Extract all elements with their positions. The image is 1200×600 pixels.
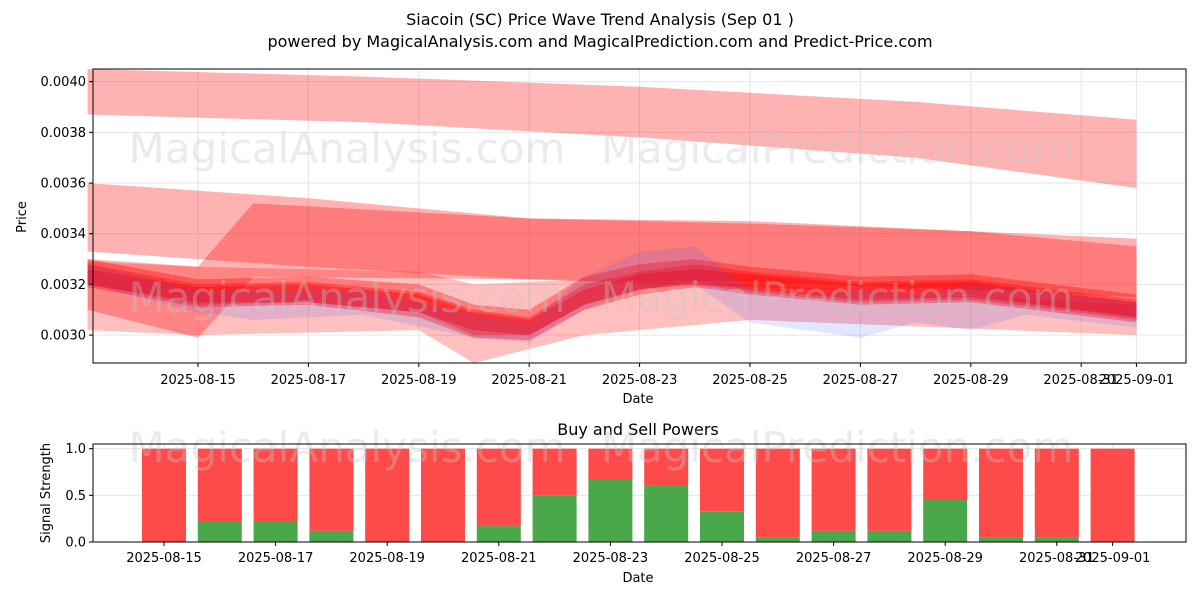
- power-x-tick-label: 2025-08-29: [907, 551, 983, 566]
- sell-bar: [755, 448, 800, 538]
- power-y-tick-label: 0.0: [65, 536, 86, 551]
- price-y-tick-label: 0.0036: [41, 177, 87, 192]
- price-band: [87, 183, 1137, 298]
- buy-bar: [588, 479, 633, 542]
- power-panel: Buy and Sell Powers MagicalAnalysis.com …: [39, 420, 1187, 586]
- power-y-tick-label: 0.5: [65, 489, 86, 504]
- chart-title: Siacoin (SC) Price Wave Trend Analysis (…: [406, 10, 794, 29]
- sell-bar: [253, 448, 298, 522]
- sell-bar: [1034, 448, 1079, 538]
- sell-bar: [588, 448, 633, 480]
- buy-bar: [532, 495, 577, 542]
- price-wave: [87, 264, 1137, 341]
- sell-bar: [532, 448, 577, 496]
- power-y-ticks: 0.0 0.5 1.0: [65, 442, 93, 551]
- chart-subtitle: powered by MagicalAnalysis.com and Magic…: [267, 32, 932, 51]
- price-x-tick-label: 2025-08-29: [933, 373, 1009, 388]
- power-title: Buy and Sell Powers: [557, 420, 719, 439]
- buy-bar: [476, 526, 521, 542]
- buy-bar: [644, 485, 689, 542]
- price-x-tick-label: 2025-08-19: [381, 373, 457, 388]
- sell-bar: [197, 448, 242, 522]
- buy-bar: [867, 530, 912, 542]
- price-band: [87, 261, 1137, 363]
- power-x-tick-label: 2025-08-19: [349, 551, 425, 566]
- price-x-tick-label: 2025-08-21: [491, 373, 567, 388]
- price-x-tick-label: 2025-08-25: [712, 373, 788, 388]
- sell-bar: [476, 448, 521, 527]
- power-x-tick-label: 2025-08-21: [461, 551, 537, 566]
- sell-bar: [867, 448, 912, 531]
- power-x-tick-label: 2025-08-27: [796, 551, 872, 566]
- buy-bar: [700, 511, 744, 542]
- watermark-analysis-3: MagicalAnalysis.com: [129, 423, 566, 472]
- watermark-analysis-2: MagicalAnalysis.com: [129, 273, 566, 322]
- price-y-tick-label: 0.0040: [41, 75, 87, 90]
- power-y-tick-label: 1.0: [65, 442, 86, 457]
- price-y-label: Price: [15, 201, 30, 233]
- price-y-ticks: 0.0030 0.0032 0.0034 0.0036 0.0038 0.0040: [41, 75, 93, 344]
- power-y-label: Signal Strength: [39, 443, 54, 543]
- sell-bar: [923, 448, 968, 500]
- price-x-ticks: 2025-08-15 2025-08-17 2025-08-19 2025-08-21…: [160, 363, 1174, 388]
- price-x-tick-label: 2025-08-27: [823, 373, 899, 388]
- power-x-tick-label: 2025-08-31: [1019, 551, 1095, 566]
- price-bands: [87, 69, 1137, 363]
- buy-bar: [1034, 537, 1079, 542]
- buy-bar: [811, 530, 856, 542]
- price-x-label: Date: [622, 392, 653, 407]
- sell-bar: [421, 448, 465, 542]
- buy-bar: [309, 530, 354, 542]
- power-axes-frame: [92, 443, 1187, 543]
- price-x-tick-label: 2025-09-01: [1099, 373, 1175, 388]
- sell-bar: [1090, 448, 1135, 542]
- power-x-tick-label: 2025-09-01: [1075, 551, 1151, 566]
- price-y-tick-label: 0.0032: [41, 278, 87, 293]
- power-x-tick-label: 2025-08-23: [573, 551, 649, 566]
- price-panel: MagicalAnalysis.com MagicalPrediction.co…: [15, 68, 1187, 407]
- sell-bar: [811, 448, 856, 531]
- watermark-prediction-2: MagicalPrediction.com: [601, 273, 1074, 322]
- price-wave: [87, 269, 1137, 336]
- sell-bar: [309, 448, 354, 531]
- watermark-analysis: MagicalAnalysis.com: [129, 124, 566, 173]
- price-y-tick-label: 0.0030: [41, 329, 87, 344]
- power-x-tick-label: 2025-08-17: [238, 551, 314, 566]
- power-x-label: Date: [622, 571, 653, 586]
- watermark-prediction-3: MagicalPrediction.com: [601, 423, 1074, 472]
- price-wave: [87, 246, 1137, 343]
- buy-bar: [979, 537, 1023, 542]
- power-x-ticks: 2025-08-15 2025-08-17 2025-08-19 2025-08-21…: [126, 542, 1150, 566]
- sell-bar: [142, 448, 186, 542]
- sell-bar: [644, 448, 689, 486]
- sell-bar: [700, 448, 744, 512]
- buy-bar: [923, 500, 968, 542]
- price-wave: [87, 259, 1137, 336]
- power-x-tick-label: 2025-08-15: [126, 551, 202, 566]
- sell-bar: [365, 448, 410, 542]
- price-x-tick-label: 2025-08-17: [271, 373, 347, 388]
- price-y-tick-label: 0.0038: [41, 126, 87, 141]
- price-x-tick-label: 2025-08-31: [1043, 373, 1119, 388]
- sell-bar: [979, 448, 1023, 538]
- power-x-tick-label: 2025-08-25: [684, 551, 760, 566]
- buy-bar: [253, 521, 298, 542]
- price-x-tick-label: 2025-08-23: [602, 373, 678, 388]
- price-band: [87, 203, 1137, 338]
- price-x-tick-label: 2025-08-15: [160, 373, 236, 388]
- buy-bar: [197, 521, 242, 542]
- price-y-tick-label: 0.0034: [41, 227, 87, 242]
- buy-bar: [755, 537, 800, 542]
- price-band: [87, 69, 1137, 189]
- price-grid: [93, 69, 1186, 363]
- power-bars: [142, 448, 1135, 542]
- watermark-prediction: MagicalPrediction.com: [601, 124, 1074, 173]
